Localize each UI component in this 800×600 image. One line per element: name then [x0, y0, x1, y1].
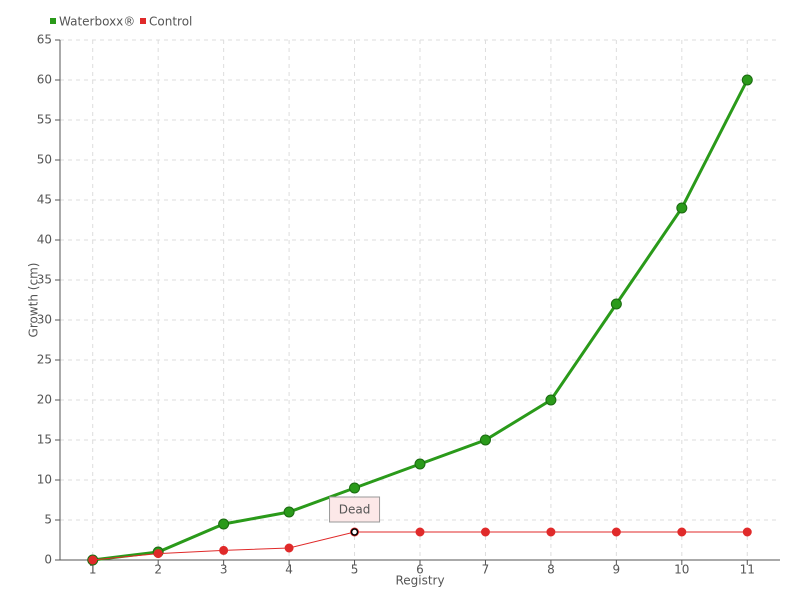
y-tick-label: 25: [37, 353, 52, 367]
legend-label: Waterboxx®: [59, 15, 135, 29]
y-axis-label: Growth (cm): [27, 263, 41, 338]
x-tick-label: 4: [285, 563, 293, 577]
x-tick-label: 11: [740, 563, 755, 577]
data-point: [218, 518, 230, 530]
x-tick-label: 6: [416, 563, 424, 577]
data-point: [153, 549, 163, 559]
data-point: [676, 202, 688, 214]
y-tick-label: 30: [37, 313, 52, 327]
x-tick-label: 1: [89, 563, 97, 577]
data-point: [88, 555, 98, 565]
y-tick-label: 50: [37, 153, 52, 167]
data-point: [742, 527, 752, 537]
x-tick-label: 10: [674, 563, 689, 577]
data-point: [610, 298, 622, 310]
data-point: [415, 527, 425, 537]
x-axis-label: Registry: [395, 574, 444, 588]
y-tick-label: 5: [44, 513, 52, 527]
data-point: [480, 527, 490, 537]
y-tick-label: 35: [37, 273, 52, 287]
data-point: [283, 506, 295, 518]
annotation-point: [350, 528, 359, 536]
data-point: [545, 394, 557, 406]
annotation-box: [329, 496, 381, 523]
data-point: [349, 482, 361, 494]
x-tick-label: 8: [547, 563, 555, 577]
annotation-text: Dead: [339, 503, 371, 517]
x-tick-label: 7: [482, 563, 490, 577]
data-point: [479, 434, 491, 446]
y-tick-label: 15: [37, 433, 52, 447]
data-point: [546, 527, 556, 537]
x-tick-label: 9: [613, 563, 621, 577]
y-tick-label: 20: [37, 393, 52, 407]
legend-label: Control: [149, 15, 192, 29]
y-tick-label: 65: [37, 33, 52, 47]
y-tick-label: 0: [44, 553, 52, 567]
data-point: [741, 74, 753, 86]
legend-marker: [50, 18, 56, 24]
data-point: [677, 527, 687, 537]
data-point: [414, 458, 426, 470]
y-tick-label: 10: [37, 473, 52, 487]
data-point: [219, 545, 229, 555]
y-tick-label: 55: [37, 113, 52, 127]
x-tick-label: 2: [154, 563, 162, 577]
data-point: [284, 543, 294, 553]
y-tick-label: 60: [37, 73, 52, 87]
x-tick-label: 3: [220, 563, 228, 577]
y-tick-label: 40: [37, 233, 52, 247]
legend-marker: [140, 18, 146, 24]
x-tick-label: 5: [351, 563, 359, 577]
data-point: [611, 527, 621, 537]
y-tick-label: 45: [37, 193, 52, 207]
